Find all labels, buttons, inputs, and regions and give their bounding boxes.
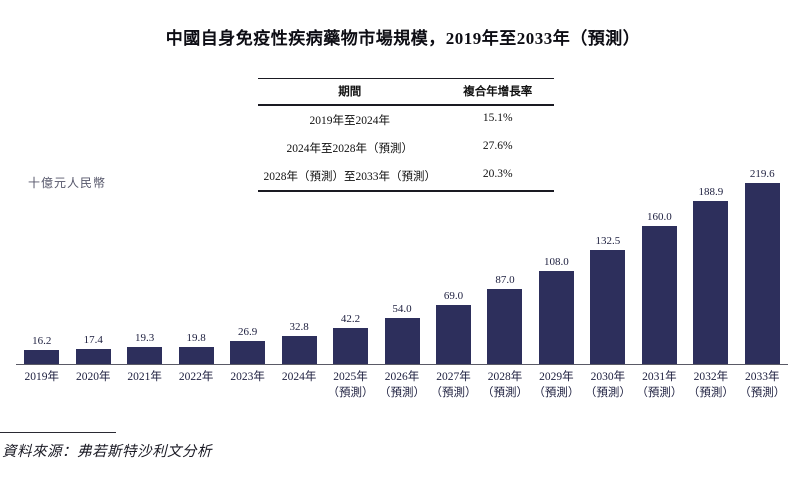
cagr-value-cell: 20.3% — [482, 168, 513, 180]
x-axis-tick-label: 2033年 （預測） — [739, 371, 786, 399]
x-axis-tick-label: 2029年 （預測） — [533, 371, 580, 399]
bar-value-label: 69.0 — [443, 290, 464, 302]
bar-value-label: 87.0 — [495, 274, 515, 286]
bar — [127, 347, 163, 364]
x-axis-labels: 2019年 2020年 2021年 2022年 2023年 2024年 2025年 （預測）… — [16, 370, 788, 401]
source-divider — [0, 432, 116, 433]
cagr-header-cagr: 複合年增長率 — [463, 86, 533, 98]
bar-group: 87.0 — [479, 168, 530, 364]
bar — [744, 183, 780, 364]
bar-value-label: 54.0 — [392, 303, 412, 315]
cagr-table-row: 2019年至2024年 15.1% — [258, 106, 554, 134]
cagr-table: 期間 複合年增長率 2019年至2024年 15.1% 2024年至2028年（預測… — [258, 78, 554, 192]
x-axis-tick-label: 2024年 — [281, 371, 317, 383]
bar-value-label: 108.0 — [544, 256, 569, 268]
bar-value-label: 188.9 — [698, 186, 724, 198]
cagr-table-row: 2024年至2028年（預測） 27.6% — [258, 134, 554, 162]
x-axis-tick-label: 2027年 （預測） — [430, 371, 477, 399]
bar — [24, 350, 60, 364]
x-axis-tick-label: 2023年 — [230, 371, 265, 383]
x-axis-tick-label: 2019年 — [24, 371, 59, 383]
bar-group: 16.2 — [16, 168, 67, 364]
cagr-table-row: 2028年（預測）至2033年（預測） 20.3% — [258, 162, 554, 190]
cagr-table-body: 2019年至2024年 15.1% 2024年至2028年（預測） 27.6% 2028… — [258, 106, 554, 190]
bar-group: 26.9 — [222, 168, 273, 364]
bar-value-label: 32.8 — [289, 321, 309, 333]
x-axis-tick-label: 2032年 （預測） — [687, 371, 734, 399]
bar-group: 42.2 — [325, 168, 376, 364]
bar — [435, 305, 471, 364]
bar — [75, 349, 111, 364]
bar — [487, 289, 523, 364]
x-axis-tick-label: 2028年 （預測） — [481, 371, 528, 399]
bar-value-label: 219.6 — [749, 168, 775, 180]
cagr-period-cell: 2019年至2024年 — [309, 115, 391, 127]
bar-group: 188.9 — [685, 168, 736, 364]
bar — [693, 201, 729, 364]
bar-value-label: 19.8 — [186, 332, 206, 344]
bar — [590, 250, 626, 364]
bar-group: 19.3 — [119, 168, 170, 364]
bar-group: 132.5 — [582, 168, 633, 364]
bar — [230, 341, 266, 364]
bar — [333, 328, 369, 364]
bar — [178, 347, 214, 364]
cagr-value-cell: 15.1% — [482, 112, 513, 124]
bar-chart-plot-area: 16.2 17.4 19.3 19.8 26.9 32.8 42.2 54.0 69.0 87.0… — [16, 168, 788, 365]
x-axis-tick-label: 2022年 — [178, 371, 214, 383]
x-axis-tick-label: 2025年 （預測） — [327, 371, 374, 399]
bar — [641, 226, 677, 364]
cagr-period-cell: 2028年（預測）至2033年（預測） — [263, 171, 437, 183]
bar-group: 54.0 — [376, 168, 427, 364]
bar — [281, 336, 317, 364]
cagr-period-cell: 2024年至2028年（預測） — [286, 143, 414, 155]
bar-value-label: 160.0 — [646, 211, 672, 223]
x-axis-tick-label: 2026年 （預測） — [379, 371, 426, 399]
x-axis-tick-label: 2020年 — [75, 371, 111, 383]
cagr-header-period: 期間 — [338, 86, 362, 98]
bar-group: 32.8 — [273, 168, 324, 364]
y-axis-unit-label: 十億元人民幣 — [28, 176, 107, 190]
bar — [384, 318, 420, 364]
bar-group: 69.0 — [428, 168, 479, 364]
x-axis-tick-label: 2030年 （預測） — [584, 371, 631, 399]
cagr-table-header: 期間 複合年增長率 — [258, 79, 554, 106]
bar-group: 17.4 — [67, 168, 118, 364]
bar-group: 108.0 — [531, 168, 582, 364]
source-note: 資料來源：弗若斯特沙利文分析 — [2, 444, 212, 460]
bar-value-label: 17.4 — [83, 334, 103, 346]
bar-group: 19.8 — [170, 168, 221, 364]
chart-title: 中國自身免疫性疾病藥物市場規模，2019年至2033年（預測） — [165, 29, 641, 48]
bar — [538, 271, 574, 364]
bar-value-label: 19.3 — [135, 332, 155, 344]
bar-value-label: 26.9 — [237, 326, 258, 338]
bar-value-label: 16.2 — [32, 335, 52, 347]
bar-group: 160.0 — [634, 168, 685, 364]
x-axis-tick-label: 2021年 — [127, 371, 162, 383]
bar-value-label: 132.5 — [595, 235, 621, 247]
bar-value-label: 42.2 — [340, 313, 361, 325]
bar-group: 219.6 — [737, 168, 788, 364]
cagr-value-cell: 27.6% — [482, 140, 513, 152]
x-axis-tick-label: 2031年 （預測） — [636, 371, 683, 399]
